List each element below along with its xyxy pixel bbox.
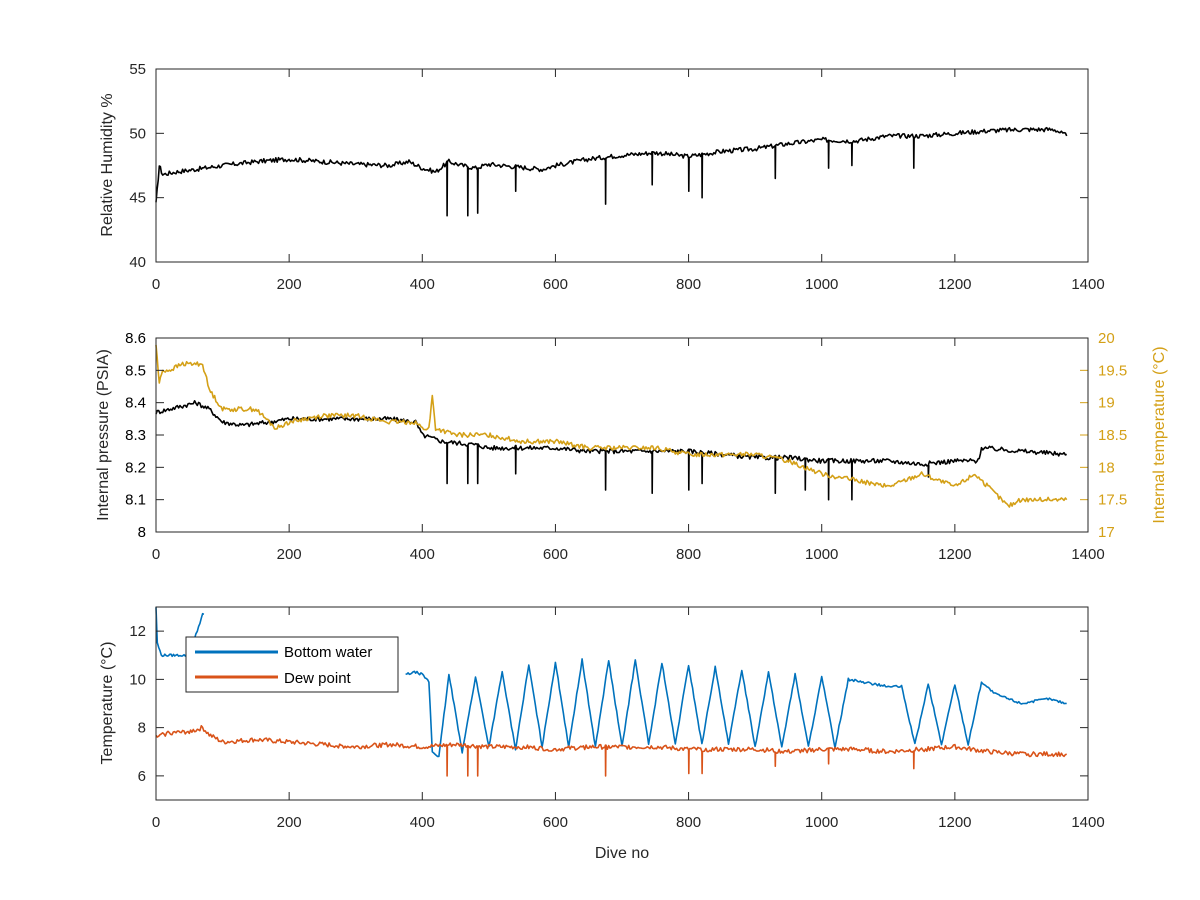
- temperature-plot-area: [155, 606, 1089, 801]
- x-tick-label: 0: [152, 814, 160, 831]
- pressure-y-axis-label: Internal pressure (PSIA): [95, 349, 112, 521]
- humidity-y-axis-label: Relative Humidity %: [99, 93, 116, 236]
- humidity-y-ticks: 40 45 50 55: [129, 61, 1088, 271]
- x-tick-label: 800: [676, 276, 701, 293]
- legend-label-dew-point: Dew point: [284, 670, 352, 687]
- temperature-x-ticks: 0 200 400 600 800 1000 1200 1400: [152, 607, 1105, 831]
- y-tick-label: 8: [138, 524, 146, 541]
- y-tick-label: 50: [129, 125, 146, 142]
- x-tick-label: 200: [277, 814, 302, 831]
- humidity-x-ticks: 0 200 400 600 800 1000 1200 1400: [152, 69, 1105, 293]
- y-tick-label: 10: [129, 671, 146, 688]
- x-tick-label: 200: [277, 276, 302, 293]
- pressure-left-y-ticks: 8 8.1 8.2 8.3 8.4 8.5 8.6: [125, 330, 164, 541]
- pressure-panel: 8 8.1 8.2 8.3 8.4 8.5 8.6 17 17.5 18 18.5 19 19.5 20…: [95, 330, 1168, 563]
- x-tick-label: 1400: [1071, 814, 1104, 831]
- x-tick-label: 600: [543, 276, 568, 293]
- y2-tick-label: 18.5: [1098, 427, 1127, 444]
- y-tick-label: 12: [129, 623, 146, 640]
- series-1-line: [155, 344, 1068, 508]
- temperature-series-group: [155, 607, 1067, 777]
- y2-tick-label: 19: [1098, 395, 1115, 412]
- y-tick-label: 8.3: [125, 427, 146, 444]
- pressure-x-ticks: 0 200 400 600 800 1000 1200 1400: [152, 338, 1105, 563]
- y2-tick-label: 17.5: [1098, 492, 1127, 509]
- y2-tick-label: 18: [1098, 459, 1115, 476]
- pressure-right-y-ticks: 17 17.5 18 18.5 19 19.5 20: [1080, 330, 1127, 541]
- y-tick-label: 8.1: [125, 492, 146, 509]
- y-tick-label: 40: [129, 254, 146, 271]
- y-tick-label: 6: [138, 768, 146, 785]
- axes-frame: [155, 606, 1089, 801]
- x-tick-label: 1200: [938, 546, 971, 563]
- x-axis-label: Dive no: [595, 845, 649, 862]
- humidity-plot-area: [155, 68, 1089, 263]
- x-tick-label: 200: [277, 546, 302, 563]
- y-tick-label: 8.5: [125, 362, 146, 379]
- y2-tick-label: 17: [1098, 524, 1115, 541]
- x-tick-label: 400: [410, 546, 435, 563]
- y-tick-label: 45: [129, 190, 146, 207]
- x-tick-label: 0: [152, 546, 160, 563]
- legend-label-bottom-water: Bottom water: [284, 644, 372, 661]
- y-tick-label: 55: [129, 61, 146, 78]
- x-tick-label: 1400: [1071, 276, 1104, 293]
- x-tick-label: 1400: [1071, 546, 1104, 563]
- x-tick-label: 1000: [805, 546, 838, 563]
- x-tick-label: 1000: [805, 276, 838, 293]
- axes-frame: [155, 68, 1089, 263]
- y2-tick-label: 19.5: [1098, 362, 1127, 379]
- humidity-panel: 40 45 50 55 0 200 400 600 800 1000 1200 1400 Relat…: [99, 61, 1105, 293]
- dew-point-line: [155, 725, 1067, 777]
- x-tick-label: 600: [543, 546, 568, 563]
- temperature-panel: 6 8 10 12 0 200 400 600 800 1000 1200 1400 Tempera…: [99, 606, 1105, 862]
- x-tick-label: 600: [543, 814, 568, 831]
- bottom-water-line: [405, 658, 1067, 758]
- y-tick-label: 8.6: [125, 330, 146, 347]
- y-tick-label: 8.2: [125, 459, 146, 476]
- x-tick-label: 800: [676, 546, 701, 563]
- pressure-plot-area: [155, 337, 1089, 533]
- humidity-series-group: [155, 126, 1068, 217]
- temperature-y-axis-label: Temperature (°C): [99, 642, 116, 765]
- legend-box: [185, 636, 399, 693]
- axes-frame: [155, 337, 1089, 533]
- bottom-water-line: [155, 607, 205, 658]
- x-tick-label: 1200: [938, 276, 971, 293]
- y-tick-label: 8.4: [125, 395, 146, 412]
- temperature-y-ticks: 6 8 10 12: [129, 623, 1088, 785]
- legend: Bottom water Dew point: [185, 636, 399, 693]
- x-tick-label: 1000: [805, 814, 838, 831]
- series-0-line: [155, 126, 1068, 217]
- pressure-series-group: [155, 344, 1068, 508]
- x-tick-label: 1200: [938, 814, 971, 831]
- x-tick-label: 400: [410, 814, 435, 831]
- temperature-right-y-axis-label: Internal temperature (°C): [1151, 346, 1168, 523]
- x-tick-label: 400: [410, 276, 435, 293]
- y-tick-label: 8: [138, 720, 146, 737]
- y2-tick-label: 20: [1098, 330, 1115, 347]
- x-tick-label: 0: [152, 276, 160, 293]
- x-tick-label: 800: [676, 814, 701, 831]
